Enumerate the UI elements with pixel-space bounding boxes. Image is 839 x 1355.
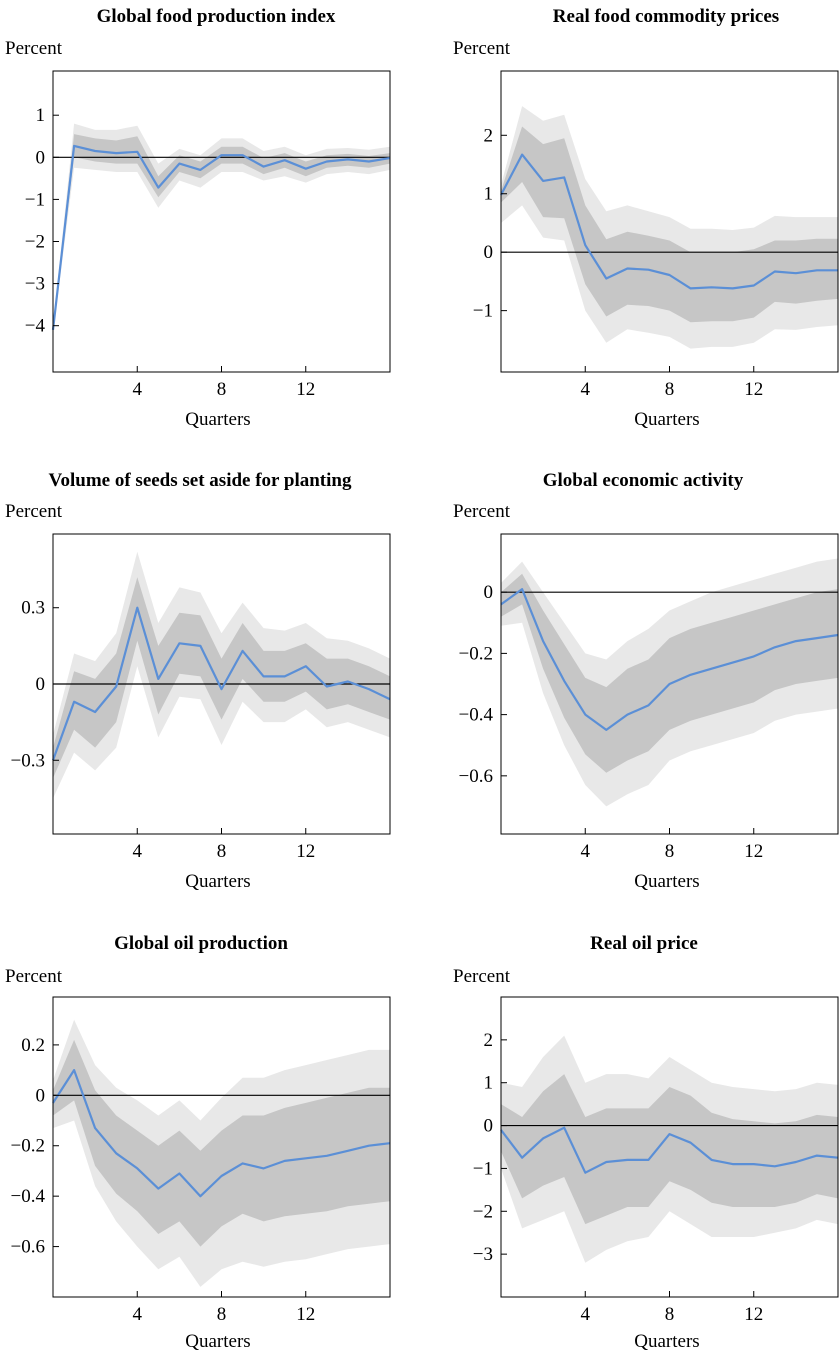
x-axis-label: Quarters (185, 871, 250, 892)
panel-seeds-set-aside: Volume of seeds set aside for planting P… (5, 470, 391, 892)
y-tick-label: −3 (25, 274, 45, 295)
x-tick-label: 12 (296, 1304, 315, 1325)
x-tick-label: 8 (217, 379, 227, 400)
unit-label: Percent (5, 501, 63, 522)
x-axis-label: Quarters (634, 409, 699, 430)
y-tick-label: 0.2 (21, 1035, 45, 1056)
x-axis-label: Quarters (634, 871, 699, 892)
y-tick-label: −0.3 (11, 750, 45, 771)
x-tick-label: 8 (217, 1304, 227, 1325)
panel-title: Global economic activity (543, 470, 744, 491)
x-tick-label: 12 (744, 379, 763, 400)
confidence-band-outer (53, 123, 390, 335)
x-tick-label: 8 (217, 841, 227, 862)
x-tick-label: 8 (665, 1304, 675, 1325)
panel-title: Real oil price (590, 933, 698, 954)
response-line (52, 1069, 391, 1198)
y-tick-label: −3 (473, 1244, 493, 1265)
plot-area: 2 1 0 −1 −2 −3 4 8 12 (473, 996, 839, 1325)
y-tick-label: −1 (473, 301, 493, 322)
axes-frame (52, 70, 391, 373)
y-tick-label: −0.6 (11, 1237, 45, 1258)
x-axis-label: Quarters (185, 409, 250, 430)
y-tick-label: −0.2 (459, 643, 493, 664)
response-line (51, 606, 391, 761)
unit-label: Percent (5, 966, 63, 987)
x-tick-label: 4 (581, 841, 591, 862)
unit-label: Percent (453, 38, 511, 59)
y-tick-label: 2 (484, 125, 494, 146)
response-line (500, 588, 839, 731)
y-tick-label: −1 (25, 189, 45, 210)
x-axis-label: Quarters (185, 1331, 250, 1352)
plot-area: 0.3 0 −0.3 4 8 12 (11, 533, 391, 862)
y-tick-label: −0.4 (459, 705, 494, 726)
plot-area: 1 0 −1 −2 −3 −4 4 8 12 (25, 70, 391, 400)
confidence-band-inner (53, 134, 390, 332)
x-tick-label: 12 (744, 841, 763, 862)
y-tick-label: 0 (36, 147, 46, 168)
x-tick-label: 8 (665, 379, 675, 400)
unit-label: Percent (453, 966, 511, 987)
y-tick-label: 1 (484, 1073, 494, 1094)
response-line (51, 144, 391, 331)
panel-global-economic-activity: Global economic activity Percent Quarter… (453, 470, 839, 892)
y-tick-label: 1 (36, 105, 46, 126)
y-tick-label: 0 (36, 1085, 46, 1106)
y-tick-label: 0 (484, 582, 494, 603)
confidence-band-inner (53, 577, 390, 779)
x-tick-label: 4 (133, 1304, 143, 1325)
y-tick-label: 0 (484, 242, 494, 263)
unit-label: Percent (5, 38, 63, 59)
y-tick-label: −0.4 (11, 1186, 46, 1207)
x-tick-label: 4 (133, 841, 143, 862)
confidence-band-inner (53, 1039, 390, 1247)
x-tick-label: 4 (581, 379, 591, 400)
y-tick-label: 0.3 (21, 598, 45, 619)
response-line (500, 153, 838, 290)
y-tick-label: 0 (36, 674, 46, 695)
plot-area: 0 −0.2 −0.4 −0.6 4 8 12 (459, 533, 839, 862)
y-tick-label: −2 (473, 1201, 493, 1222)
panel-real-oil-price: Real oil price Percent Quarters 2 1 0 −1 −2 −… (453, 933, 839, 1352)
y-tick-label: −0.2 (11, 1136, 45, 1157)
x-tick-label: 12 (744, 1304, 763, 1325)
x-tick-label: 4 (133, 379, 143, 400)
confidence-band-inner (501, 126, 838, 323)
y-tick-label: −4 (25, 316, 46, 337)
y-tick-label: −0.6 (459, 766, 493, 787)
x-tick-label: 4 (581, 1304, 591, 1325)
y-tick-label: 1 (484, 184, 494, 205)
panel-title: Global oil production (114, 933, 288, 954)
panel-real-food-commodity-prices: Real food commodity prices Percent Quart… (453, 6, 839, 430)
panel-title: Global food production index (97, 6, 336, 27)
y-tick-label: −1 (473, 1158, 493, 1179)
panel-title: Real food commodity prices (553, 6, 779, 27)
y-tick-label: −2 (25, 231, 45, 252)
plot-area: 0.2 0 −0.2 −0.4 −0.6 4 8 12 (11, 996, 391, 1325)
panel-global-food-production: Global food production index Percent Qua… (5, 6, 391, 430)
confidence-band-inner (501, 573, 838, 773)
response-line (500, 1126, 839, 1174)
x-tick-label: 12 (296, 379, 315, 400)
plot-area: 2 1 0 −1 4 8 12 (473, 70, 839, 400)
confidence-band-inner (501, 1074, 838, 1225)
panel-global-oil-production: Global oil production Percent Quarters 0… (5, 933, 391, 1352)
x-tick-label: 8 (665, 841, 675, 862)
unit-label: Percent (453, 501, 511, 522)
x-axis-label: Quarters (634, 1331, 699, 1352)
y-tick-label: 0 (484, 1116, 494, 1137)
panel-title: Volume of seeds set aside for planting (49, 470, 352, 491)
x-tick-label: 12 (296, 841, 315, 862)
y-tick-label: 2 (484, 1030, 494, 1051)
